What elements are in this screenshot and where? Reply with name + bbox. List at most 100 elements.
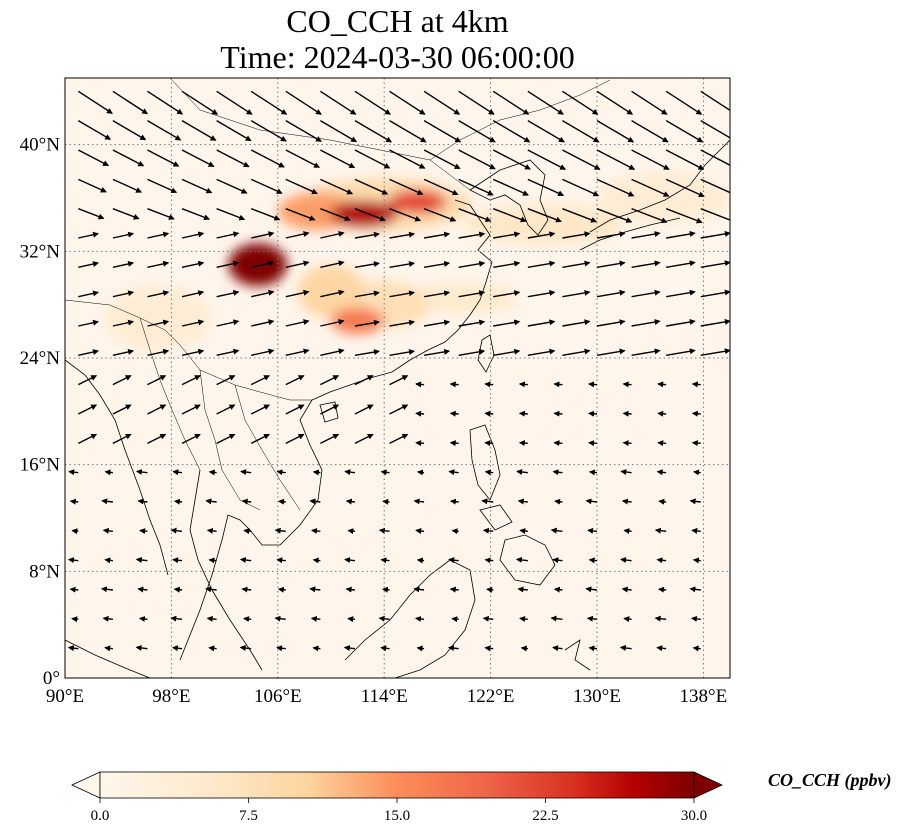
wind-arrow — [700, 178, 730, 194]
wind-arrow — [620, 469, 632, 476]
wind-arrow — [562, 149, 601, 170]
wind-arrow — [621, 586, 632, 593]
wind-arrow — [354, 149, 391, 169]
wind-arrow — [423, 149, 461, 170]
wind-arrow — [700, 120, 730, 139]
wind-arrow — [515, 556, 528, 563]
wind-arrow — [562, 208, 598, 223]
wind-arrow — [654, 615, 667, 622]
wind-arrow — [347, 528, 356, 535]
colorbar-tick-label: 15.0 — [384, 808, 410, 824]
wind-arrow — [320, 289, 345, 298]
wind-arrow — [692, 469, 701, 476]
wind-arrow — [285, 90, 322, 115]
lat-tick-label: 0° — [43, 668, 60, 689]
wind-arrow — [631, 260, 661, 269]
wind-arrow — [102, 527, 113, 534]
wind-arrow — [484, 381, 494, 388]
lon-tick-label: 90°E — [46, 686, 84, 707]
wind-arrow — [173, 586, 183, 593]
wind-arrow — [623, 616, 632, 623]
wind-arrow — [310, 615, 321, 622]
wind-arrow — [631, 289, 661, 298]
wind-arrow — [181, 375, 201, 386]
co-plume-10 — [331, 200, 398, 228]
colorbar-label: CO_CCH (ppbv) — [768, 770, 892, 790]
wind-arrow — [631, 90, 668, 115]
wind-arrow — [689, 498, 701, 505]
lon-tick-label: 130°E — [573, 686, 621, 707]
lat-tick-label: 24°N — [20, 348, 61, 369]
wind-arrow — [173, 498, 183, 505]
wind-arrow — [691, 440, 701, 447]
colorbar-tick-label: 0.0 — [91, 808, 110, 824]
wind-arrow — [550, 527, 563, 534]
wind-arrow — [415, 381, 425, 388]
wind-arrow — [216, 178, 248, 194]
wind-arrow — [354, 208, 386, 222]
wind-arrow — [518, 381, 528, 388]
wind-arrow — [520, 645, 528, 652]
wind-arrow — [656, 469, 667, 476]
wind-arrow — [458, 149, 496, 170]
wind-arrow — [147, 319, 170, 327]
wind-arrow — [216, 90, 253, 115]
longitude-ticks: 90°E 98°E 106°E 114°E 122°E 130°E 138°E — [46, 686, 727, 707]
wind-arrow — [147, 90, 184, 115]
wind-arrow — [138, 616, 148, 623]
wind-arrow — [69, 498, 79, 505]
wind-arrow — [527, 208, 562, 223]
colorbar: 0.0 7.5 15.0 22.5 30.0 — [71, 771, 723, 824]
wind-arrow — [588, 645, 598, 652]
wind-arrow — [519, 528, 528, 535]
wind-arrow — [320, 348, 345, 357]
wind-arrow — [552, 557, 563, 564]
wind-arrow — [285, 260, 310, 269]
wind-arrow — [657, 440, 667, 447]
wind-arrow — [423, 290, 451, 298]
wind-arrow — [181, 231, 205, 239]
wind-arrow — [527, 178, 565, 196]
wind-arrow — [104, 557, 113, 564]
wind-arrow — [181, 90, 219, 115]
wind-arrow — [656, 645, 667, 652]
graticule — [65, 78, 730, 678]
wind-arrow — [691, 410, 701, 417]
wind-arrow — [250, 433, 270, 444]
wind-arrow — [274, 527, 286, 534]
wind-arrow — [482, 615, 494, 622]
wind-arrow — [147, 208, 175, 220]
wind-arrow — [216, 260, 240, 269]
map-title-variable: CO_CCH at 4km — [286, 3, 509, 39]
wind-arrow — [451, 528, 459, 535]
wind-arrow — [527, 90, 564, 115]
wind-arrow — [416, 469, 425, 476]
wind-arrow — [77, 90, 113, 114]
wind-arrow — [104, 469, 113, 476]
wind-arrow — [517, 586, 528, 593]
wind-arrow — [147, 149, 180, 167]
wind-arrow — [623, 528, 632, 535]
wind-arrow — [102, 615, 113, 622]
wind-arrow — [518, 410, 528, 417]
wind-arrow — [278, 498, 286, 505]
wind-arrow — [112, 349, 135, 357]
wind-vectors — [67, 90, 730, 652]
wind-arrow — [320, 260, 345, 269]
wind-arrow — [135, 469, 148, 475]
wind-arrow — [596, 289, 626, 298]
wind-arrow — [285, 289, 310, 298]
wind-arrow — [250, 90, 288, 115]
wind-arrow — [181, 319, 205, 327]
wind-arrow — [251, 260, 275, 269]
country-borders — [65, 78, 611, 511]
wind-arrow — [389, 178, 424, 195]
wind-arrow — [596, 348, 626, 357]
wind-arrow — [451, 616, 459, 623]
sumatra-coastline — [65, 639, 151, 678]
wind-arrow — [320, 231, 345, 239]
wind-arrow — [484, 557, 494, 564]
wind-arrow — [554, 498, 563, 505]
wind-arrow — [320, 404, 340, 415]
wind-arrow — [345, 586, 356, 593]
